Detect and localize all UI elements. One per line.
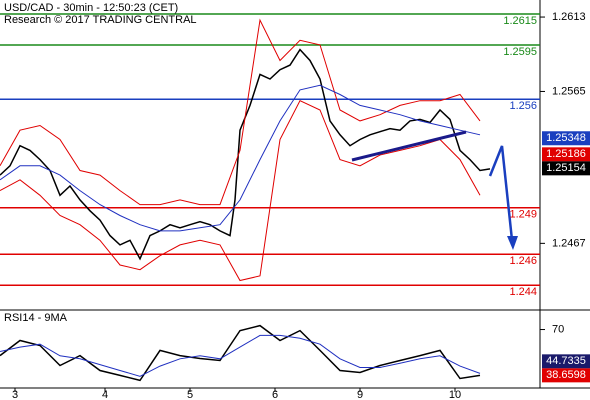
series-line xyxy=(0,334,481,377)
price-tag-label: 1.25186 xyxy=(546,148,586,160)
y-tick-label: 1.2467 xyxy=(552,237,586,249)
chart-subtitle: Research © 2017 TRADING CENTRAL xyxy=(4,14,197,26)
y-tick-label: 1.2565 xyxy=(552,85,586,97)
forecast-arrow xyxy=(488,145,514,241)
x-tick-label: 9 xyxy=(357,389,363,400)
x-tick-label: 6 xyxy=(272,389,278,400)
plot-area xyxy=(0,13,540,382)
level-label: 1.246 xyxy=(509,255,537,267)
x-tick-label: 5 xyxy=(187,389,193,400)
price-tag xyxy=(542,147,590,162)
x-tick-label: 10 xyxy=(449,389,461,400)
level-label: 1.249 xyxy=(509,209,537,221)
level-label: 1.244 xyxy=(509,286,537,298)
series-line xyxy=(0,48,491,261)
series-line xyxy=(0,84,481,232)
rsi-title: RSI14 - 9MA xyxy=(4,312,68,324)
price-tag xyxy=(542,131,590,146)
level-label: 1.2615 xyxy=(503,15,537,27)
x-tick-label: 3 xyxy=(12,389,18,400)
level-label: 1.2595 xyxy=(503,46,537,58)
chart-title: USD/CAD - 30min - 12:50:23 (CET) xyxy=(4,2,178,14)
price-tag xyxy=(542,161,590,176)
price-tag-label: 1.25154 xyxy=(546,162,586,174)
level-label: 1.256 xyxy=(509,100,537,112)
y-tick-label: 1.2613 xyxy=(552,11,586,23)
series-line xyxy=(0,324,481,382)
series-line xyxy=(0,100,481,282)
price-tag xyxy=(542,368,590,383)
series-line xyxy=(0,18,481,206)
price-tag-label: 38.6598 xyxy=(546,369,586,381)
price-tag xyxy=(542,354,590,369)
y-tick-label: 70 xyxy=(552,323,564,335)
arrow-head xyxy=(507,236,518,250)
price-tag-label: 44.7335 xyxy=(546,355,586,367)
price-tag-label: 1.25348 xyxy=(546,132,586,144)
trend-line xyxy=(351,130,467,162)
x-tick-label: 4 xyxy=(102,389,108,400)
